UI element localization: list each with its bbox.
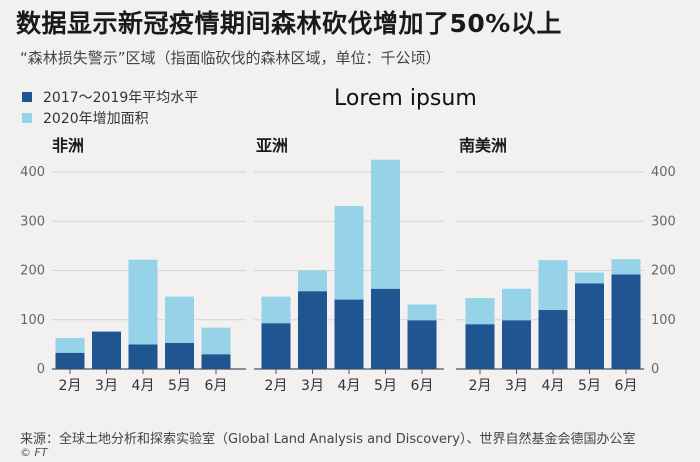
bar-extra bbox=[465, 298, 495, 325]
x-tick-label: 4月 bbox=[338, 378, 361, 394]
bar-avg bbox=[611, 274, 641, 369]
panel-title: 南美洲 bbox=[459, 136, 507, 155]
y-tick-label-right: 400 bbox=[651, 165, 676, 180]
bar-avg bbox=[502, 320, 531, 369]
copyright: © FT bbox=[20, 446, 48, 459]
bar-extra bbox=[261, 296, 291, 324]
bar-extra bbox=[611, 259, 641, 275]
y-tick-label-left: 100 bbox=[20, 313, 45, 328]
chart-title: 数据显示新冠疫情期间森林砍伐增加了50%以上 bbox=[16, 9, 562, 38]
y-tick-label-right: 100 bbox=[651, 313, 676, 328]
y-tick-label-right: 200 bbox=[651, 264, 676, 279]
bar-extra bbox=[55, 337, 85, 353]
bar-extra bbox=[502, 288, 531, 321]
chart-subtitle: “森林损失警示”区域（指面临砍伐的森林区域，单位：千公顷） bbox=[20, 49, 441, 67]
x-tick-label: 4月 bbox=[132, 378, 155, 394]
bar-extra bbox=[128, 259, 158, 345]
y-tick-label-left: 200 bbox=[20, 264, 45, 279]
legend-swatch-avg bbox=[22, 91, 32, 102]
x-tick-label: 6月 bbox=[205, 378, 228, 394]
bar-avg bbox=[128, 344, 158, 369]
legend-item-extra: 2020年增加面积 bbox=[22, 107, 198, 128]
panel-title: 亚洲 bbox=[256, 136, 288, 155]
bar-avg bbox=[575, 283, 604, 369]
legend-item-avg: 2017～2019年平均水平 bbox=[22, 86, 198, 107]
legend-label-extra: 2020年增加面积 bbox=[43, 110, 149, 127]
x-tick-label: 6月 bbox=[411, 378, 434, 394]
bar-avg bbox=[371, 288, 400, 369]
x-tick-label: 2月 bbox=[59, 378, 82, 394]
bar-avg bbox=[55, 352, 85, 369]
legend-label-avg: 2017～2019年平均水平 bbox=[43, 89, 199, 106]
x-tick-label: 5月 bbox=[578, 378, 601, 394]
bar-avg bbox=[334, 299, 364, 369]
x-tick-label: 3月 bbox=[301, 378, 324, 394]
bar-avg bbox=[298, 291, 327, 369]
bar-avg bbox=[165, 342, 194, 369]
x-tick-label: 5月 bbox=[374, 378, 397, 394]
bar-extra bbox=[371, 159, 400, 289]
x-tick-label: 2月 bbox=[469, 378, 492, 394]
legend-swatch-extra bbox=[22, 112, 32, 123]
bar-avg bbox=[201, 354, 231, 369]
y-tick-label-right: 300 bbox=[651, 214, 676, 229]
bar-avg bbox=[407, 320, 437, 369]
bar-extra bbox=[575, 272, 604, 284]
bar-avg bbox=[261, 323, 291, 369]
panel-title: 非洲 bbox=[52, 136, 84, 155]
x-tick-label: 3月 bbox=[95, 378, 118, 394]
bar-avg bbox=[92, 331, 121, 369]
bar-avg bbox=[465, 324, 495, 369]
y-tick-label-left: 300 bbox=[20, 214, 45, 229]
x-tick-label: 3月 bbox=[505, 378, 528, 394]
x-tick-label: 5月 bbox=[168, 378, 191, 394]
bar-extra bbox=[538, 260, 568, 310]
overlay-text: Lorem ipsum bbox=[334, 86, 477, 111]
x-tick-label: 6月 bbox=[615, 378, 638, 394]
bar-extra bbox=[334, 205, 364, 300]
x-tick-label: 2月 bbox=[265, 378, 288, 394]
legend: 2017～2019年平均水平 2020年增加面积 bbox=[22, 86, 198, 128]
bar-extra bbox=[407, 304, 437, 321]
bar-extra bbox=[165, 296, 194, 343]
bar-extra bbox=[201, 327, 231, 355]
y-tick-label-right: 0 bbox=[651, 362, 659, 377]
y-tick-label-left: 0 bbox=[37, 362, 45, 377]
source-note: 来源：全球土地分析和探索实验室（Global Land Analysis and… bbox=[20, 432, 636, 447]
y-tick-label-left: 400 bbox=[20, 165, 45, 180]
x-tick-label: 4月 bbox=[542, 378, 565, 394]
bar-extra bbox=[298, 270, 327, 292]
bar-avg bbox=[538, 309, 568, 369]
